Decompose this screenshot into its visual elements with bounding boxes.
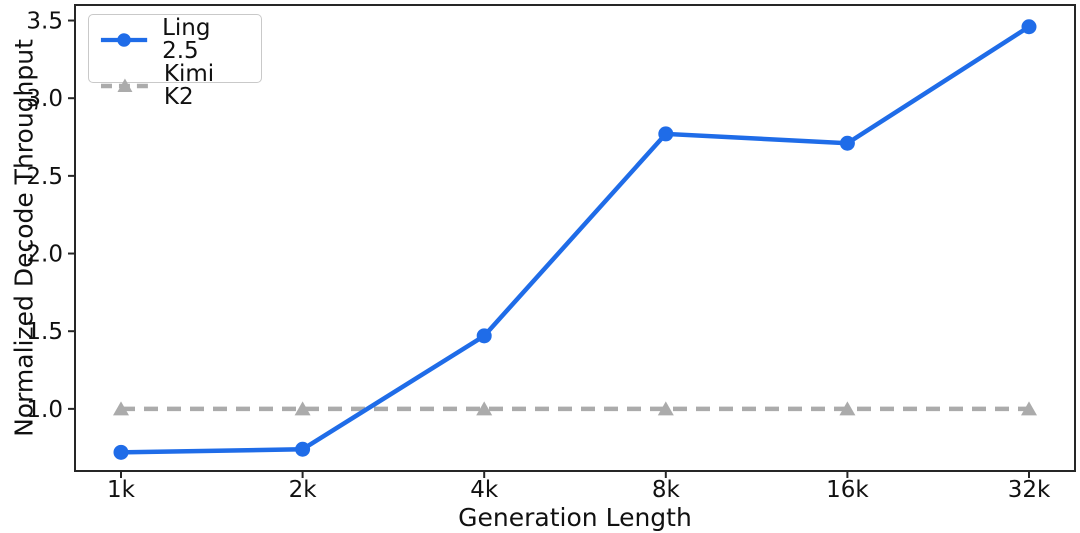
x-tick-label: 1k [107, 477, 136, 503]
data-point-marker [294, 401, 311, 416]
data-point-marker [839, 135, 855, 151]
y-tick-label: 1.5 [26, 319, 63, 345]
data-point-marker [476, 401, 493, 416]
data-point-marker [295, 441, 311, 457]
data-point-marker [839, 401, 856, 416]
x-tick-label: 16k [826, 477, 869, 503]
legend-label-ling: Ling 2.5 [162, 15, 211, 64]
x-tick-label: 2k [289, 477, 318, 503]
data-point-marker [1021, 19, 1037, 35]
data-point-marker [1021, 401, 1037, 416]
y-tick-label: 2.5 [26, 164, 63, 190]
x-tick-label: 4k [470, 477, 499, 503]
legend: Ling 2.5 Kimi K2 [88, 14, 262, 109]
data-point-marker [113, 401, 129, 416]
data-point-marker [658, 126, 674, 142]
y-tick-label: 3.5 [26, 9, 63, 35]
y-tick-label: 2.0 [26, 242, 63, 268]
data-point-marker [113, 444, 129, 460]
y-tick-label: 3.0 [26, 86, 63, 112]
legend-line-sample-ling [100, 33, 148, 47]
series-line-Ling 2.5 [120, 24, 1031, 455]
data-point-marker [657, 401, 674, 416]
x-tick-label: 8k [652, 477, 681, 503]
legend-label-kimi: Kimi K2 [163, 61, 215, 110]
data-point-marker [476, 328, 492, 344]
legend-line-sample-kimi [100, 78, 149, 92]
legend-entry-ling: Ling 2.5 [99, 17, 251, 63]
x-tick-label: 32k [1008, 477, 1051, 503]
legend-entry-kimi: Kimi K2 [99, 63, 251, 109]
plot-frame [74, 4, 1076, 472]
y-tick-label: 1.0 [26, 397, 63, 423]
x-axis-label: Generation Length [458, 503, 692, 532]
y-axis-label: Normalized Decode Throughput [9, 39, 39, 437]
